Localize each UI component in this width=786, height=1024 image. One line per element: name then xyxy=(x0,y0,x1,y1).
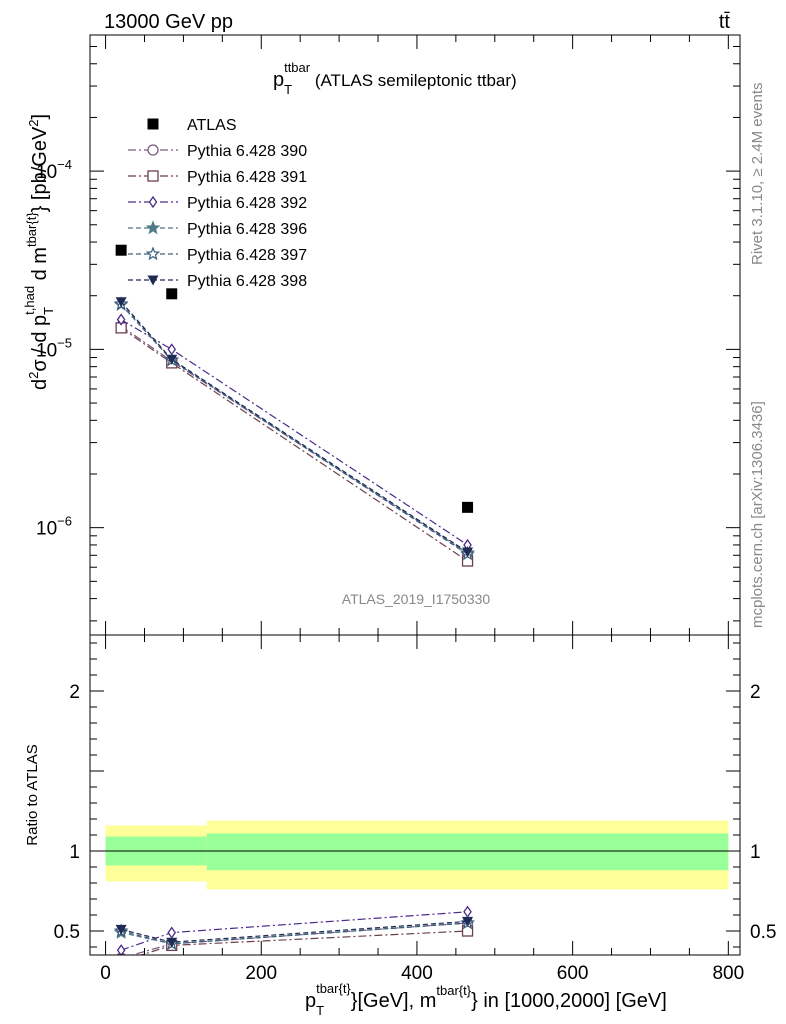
ratio-x-tick-label: 600 xyxy=(557,963,589,984)
main-y-axis-label: d2σ / d pTt,had d mtbar{t}} [pb/GeV2] xyxy=(22,114,56,390)
ratio-x-tick-label: 200 xyxy=(245,963,277,984)
plot-title-main: p xyxy=(273,69,284,91)
legend-label-s391: Pythia 6.428 391 xyxy=(187,169,307,186)
ratio-y-tick-label-right: 1 xyxy=(750,842,761,863)
point-data xyxy=(166,288,178,300)
legend-marker-s396 xyxy=(145,220,161,235)
series-line-s397 xyxy=(120,303,468,555)
legend-label-s397: Pythia 6.428 397 xyxy=(187,247,307,264)
ratio-bands xyxy=(105,820,729,890)
legend-label-s398: Pythia 6.428 398 xyxy=(187,273,307,290)
x-axis-label: pTtbar{t}}[GeV], mtbar{t}} in [1000,2000… xyxy=(305,981,667,1018)
process-label: tt̄ xyxy=(719,11,731,33)
series-line-s391 xyxy=(120,327,468,562)
ratio-panel: 0.5 0.5 1 1 2 2 0 200 400 600 800 Ratio to ATLAS xyxy=(24,634,776,984)
ratio-point-s398 xyxy=(462,916,474,927)
legend-label-data: ATLAS xyxy=(187,117,237,134)
plot-title-sub: T xyxy=(284,82,292,97)
main-y-tick-label: 10−6 xyxy=(36,514,72,540)
legend-marker-s392 xyxy=(148,195,158,209)
rivet-label: Rivet 3.1.10, ≥ 2.4M events xyxy=(749,83,766,266)
energy-label: 13000 GeV pp xyxy=(104,11,233,33)
ratio-y-tick-label-right: 0.5 xyxy=(750,922,776,943)
ratio-x-ticks: 0 200 400 600 800 xyxy=(100,635,744,984)
ratio-point-s392 xyxy=(167,926,177,939)
series-line-s392 xyxy=(120,319,468,546)
ratio-point-s398 xyxy=(166,937,178,948)
point-s398 xyxy=(166,354,178,365)
point-s398 xyxy=(115,297,127,308)
ratio-y-tick-label-right: 2 xyxy=(750,682,761,703)
main-series xyxy=(113,244,475,567)
ratio-x-tick-label: 0 xyxy=(100,963,111,984)
point-s398 xyxy=(462,547,474,558)
legend-marker-s398 xyxy=(147,275,159,286)
ratio-point-s398 xyxy=(115,924,127,935)
ratio-point-s391 xyxy=(116,956,126,966)
ratio-series xyxy=(113,905,475,966)
legend-marker-s391 xyxy=(147,170,159,182)
ratio-y-axis-label: Ratio to ATLAS xyxy=(24,744,41,845)
legend: ATLAS Pythia 6.428 390 Pythia 6.428 391 Pyt… xyxy=(128,117,307,290)
main-x-ticks xyxy=(105,35,729,635)
series-line-s390 xyxy=(120,325,468,554)
analysis-id: ATLAS_2019_I1750330 xyxy=(342,591,491,607)
legend-label-s396: Pythia 6.428 396 xyxy=(187,221,307,238)
ratio-frame xyxy=(89,634,741,956)
point-data xyxy=(115,244,127,256)
ratio-y-tick-label: 1 xyxy=(69,842,80,863)
ratio-point-s392 xyxy=(116,944,126,955)
plot-title-sup: ttbar xyxy=(284,60,311,75)
ratio-y-tick-label: 0.5 xyxy=(54,922,80,943)
ratio-point-s392 xyxy=(463,905,472,918)
main-panel: 10−6 10−5 10−4 pTttbar (ATLAS semileptonic… xyxy=(22,34,741,636)
legend-label-s392: Pythia 6.428 392 xyxy=(187,195,307,212)
plot-title: pTttbar (ATLAS semileptonic ttbar) xyxy=(273,60,517,97)
ratio-x-tick-label: 800 xyxy=(712,963,744,984)
band-inner xyxy=(206,833,729,871)
ratio-y-ticks: 0.5 0.5 1 1 2 2 xyxy=(54,642,776,948)
legend-marker-s390 xyxy=(147,144,159,156)
point-s392 xyxy=(116,313,126,326)
series-line-s398 xyxy=(120,301,468,553)
mcplots-label: mcplots.cern.ch [arXiv:1306.3436] xyxy=(749,401,766,628)
ratio-x-tick-label: 400 xyxy=(401,963,433,984)
main-y-tick-label: 10−5 xyxy=(36,335,72,361)
legend-marker-data xyxy=(147,118,159,130)
main-y-tick-label: 10−4 xyxy=(36,157,72,183)
legend-marker-s397 xyxy=(145,246,161,261)
main-y-ticks: 10−6 10−5 10−4 xyxy=(36,45,740,622)
plot-title-rest: (ATLAS semileptonic ttbar) xyxy=(310,71,517,90)
ratio-y-tick-label: 2 xyxy=(69,682,80,703)
legend-label-s390: Pythia 6.428 390 xyxy=(187,143,307,160)
series-line-s396 xyxy=(120,304,468,554)
point-data xyxy=(462,501,474,513)
